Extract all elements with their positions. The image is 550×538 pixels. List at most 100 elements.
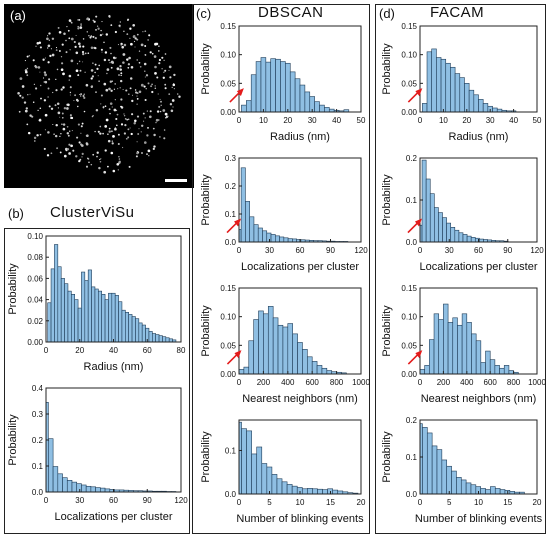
fluorescence-spot [42,77,45,79]
histogram-bar [426,51,433,113]
fluorescence-spot [70,144,73,148]
fluorescence-spot [26,123,29,126]
microscopy-image [4,4,194,188]
fluorescence-spot [78,159,81,163]
x-tick-label: 0 [237,246,242,255]
histogram-bar [458,232,464,243]
histogram-bar [434,207,439,243]
fluorescence-spot [140,43,144,47]
x-tick-label: 0 [418,498,423,507]
fluorescence-spot [66,125,69,128]
plot-frame [238,25,362,113]
fluorescence-spot [110,60,114,64]
fluorescence-spot [117,88,119,90]
x-tick-label: 120 [530,246,544,255]
x-tick-label: 600 [306,378,320,387]
fluorescence-spot [19,94,22,97]
fluorescence-spot [111,142,114,145]
fluorescence-spot [163,59,165,61]
histogram-bar [297,342,303,375]
fluorescence-spot [109,80,112,83]
fluorescence-spot [157,93,159,95]
fluorescence-spot [123,113,125,115]
fluorescence-spot [147,149,151,153]
fluorescence-spot [134,89,137,91]
histogram-bar [108,292,113,343]
fluorescence-spot [154,42,157,46]
histogram-bar [138,322,143,343]
fluorescence-spot [164,83,167,86]
fluorescence-spot [154,72,157,75]
y-axis-label: Probability [200,174,212,226]
fluorescence-spot [155,121,157,124]
fluorescence-spot [68,74,72,78]
fluorescence-spot [158,105,161,108]
fluorescence-spot [103,41,105,44]
fluorescence-spot [104,149,107,152]
histogram-bar [445,62,451,113]
fluorescence-spot [135,91,138,94]
arrow-head [414,218,422,227]
fluorescence-spot [164,112,168,116]
fluorescence-spot [75,51,79,55]
fluorescence-spot [134,46,136,48]
histogram-bar [438,319,444,375]
plot-frame [419,25,538,113]
y-tick-label: 0.1 [406,196,418,205]
fluorescence-spot [141,124,144,127]
histogram-bar [489,359,496,375]
histogram-bar [424,365,430,375]
fluorescence-spot [120,98,123,101]
x-axis-label: Localizations per cluster [54,511,172,523]
fluorescence-spot [32,59,35,62]
histogram-bar [307,356,313,375]
fluorescence-spot [105,118,109,122]
fluorescence-spot [162,76,165,79]
y-axis-label: Probability [381,431,393,483]
fluorescence-spot [68,79,70,81]
histogram-bar [452,317,458,375]
fluorescence-spot [44,129,46,131]
fluorescence-spot [154,65,157,69]
histogram-bar [475,340,482,375]
histogram-bar [302,349,308,375]
histogram-bar [101,293,106,343]
fluorescence-spot [144,141,147,144]
fluorescence-spot [92,153,95,156]
fluorescence-spot [149,110,152,113]
fluorescence-spot [69,130,71,132]
fluorescence-spot [94,46,97,50]
fluorescence-spot [26,67,29,70]
fluorescence-spot [109,62,111,64]
histogram-bar [87,269,92,343]
fluorescence-spot [143,62,147,66]
fluorescence-spot [108,87,111,91]
y-tick-label: 0.3 [32,410,44,419]
histogram-bar [292,333,298,375]
fluorescence-spot [136,115,140,118]
fluorescence-spot [62,72,65,76]
fluorescence-spot [29,114,32,117]
fluorescence-spot [72,149,75,152]
y-tick-label: 0.00 [401,370,417,379]
x-tick-label: 0 [237,116,242,125]
fluorescence-spot [114,30,118,34]
x-tick-label: 90 [143,496,152,505]
chart-clustervisu-localizations: 0 30 60 90 120 0.0 0.1 0.2 0.3 0.4 Localizations p… [4,384,189,530]
x-tick-label: 0 [418,116,423,125]
histogram-bar [285,62,291,113]
histogram-bar [436,449,443,495]
fluorescence-spot [39,84,42,87]
fluorescence-spot [108,108,111,111]
x-tick-label: 15 [503,498,512,507]
histogram-bar [281,481,288,495]
fluorescence-spot [17,92,20,95]
histogram-bar [494,365,500,375]
fluorescence-spot [24,70,28,74]
histogram-bar [253,224,259,243]
histogram-bar [279,236,285,243]
fluorescence-spot [129,127,131,129]
y-tick-label: 0.00 [220,108,236,117]
fluorescence-spot [97,27,100,30]
fluorescence-spot [120,74,122,77]
